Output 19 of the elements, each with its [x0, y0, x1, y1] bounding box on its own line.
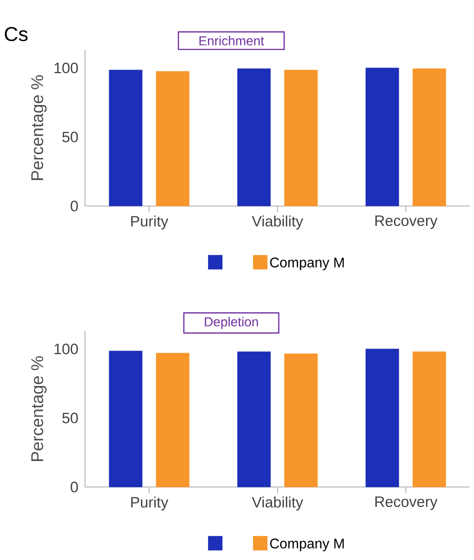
x-tick-label: Viability — [252, 496, 304, 510]
legend-label: Company M — [270, 258, 344, 270]
text: Cs — [4, 27, 28, 42]
legend-label: Company M — [270, 538, 344, 552]
y-tick-label: 0 — [70, 200, 78, 212]
x-tick-label: Recovery — [375, 496, 438, 510]
y-tick-label: 50 — [62, 132, 78, 142]
y-axis-title: Percentage % — [31, 75, 47, 180]
y-tick-label: 100 — [54, 344, 78, 354]
y-axis-title: Percentage % — [31, 356, 47, 461]
y-tick-label: 0 — [70, 482, 78, 492]
x-tick-label: Purity — [131, 496, 168, 510]
x-tick-label: Viability — [252, 216, 304, 230]
chart-title: Depletion — [204, 316, 258, 329]
y-tick-label: 50 — [62, 412, 78, 424]
x-tick-label: Recovery — [375, 216, 438, 229]
x-tick-label: Purity — [131, 216, 168, 230]
chart-title: Enrichment — [199, 36, 264, 46]
y-tick-label: 100 — [54, 62, 78, 74]
